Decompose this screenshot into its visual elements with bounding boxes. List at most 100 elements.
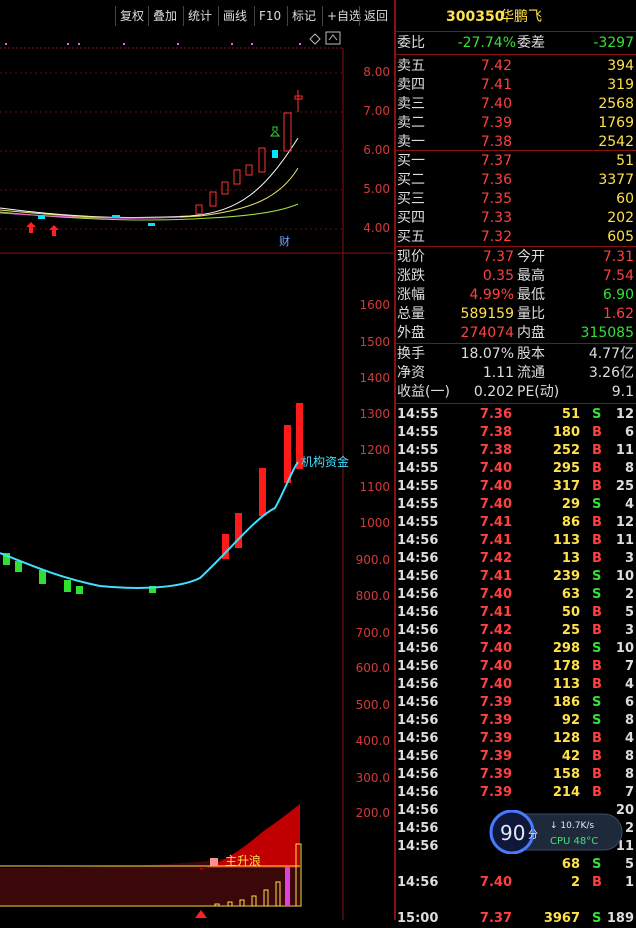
- fund-axis: 1600 1500 1400 1300 1200 1100 1000 900.0…: [330, 290, 390, 830]
- trade-side: B: [592, 677, 602, 692]
- ask-volume: 394: [607, 58, 634, 74]
- f10-button[interactable]: F10: [254, 6, 285, 26]
- trade-row: 14:55 7.38 252 B 11: [396, 442, 636, 460]
- bid-price: 7.36: [480, 172, 512, 188]
- price-gridlines: [0, 72, 343, 230]
- trade-volume: 113: [552, 533, 580, 548]
- sell-arrow-icon: [269, 126, 281, 137]
- fund-label: 股本: [517, 346, 545, 362]
- trade-row: 14:55 7.41 86 B 12: [396, 514, 636, 532]
- fund-tick: 1100: [359, 480, 390, 494]
- trade-row: 14:56 7.39 214 B 7: [396, 784, 636, 802]
- trade-side: S: [592, 407, 602, 422]
- trade-time: 14:56: [397, 623, 439, 638]
- ask-row[interactable]: 卖二 7.39 1769: [396, 114, 636, 133]
- trade-side: B: [592, 749, 602, 764]
- trade-volume: 317: [552, 479, 580, 494]
- fuquan-button[interactable]: 复权: [115, 6, 148, 26]
- trade-volume: 128: [552, 731, 580, 746]
- overlay-button[interactable]: 叠加: [148, 6, 181, 26]
- minimize-icon: [325, 31, 341, 45]
- trade-time: 14:56: [397, 839, 439, 854]
- trade-count: 8: [624, 767, 634, 782]
- bid-row[interactable]: 买二 7.36 3377: [396, 171, 636, 190]
- trade-side: B: [592, 515, 602, 530]
- fund-value: 9.1: [611, 384, 634, 400]
- fund-tick: 1400: [359, 371, 390, 385]
- bid-volume: 60: [616, 191, 634, 207]
- fund-tick: 800.0: [355, 589, 390, 603]
- trade-count: 1: [624, 875, 634, 890]
- fund-line-label: 机构资金: [301, 454, 349, 469]
- back-button[interactable]: 返回: [359, 6, 392, 26]
- trade-count: 5: [624, 857, 634, 872]
- cpu-widget[interactable]: 90 分 ↓ 10.7K/s CPU 48°C: [488, 810, 624, 854]
- trade-count: 11: [615, 443, 634, 458]
- trade-volume: 298: [552, 641, 580, 656]
- quote-label: 最高: [517, 268, 545, 284]
- ask-row[interactable]: 卖五 7.42 394: [396, 57, 636, 76]
- trade-price: 7.41: [479, 533, 512, 548]
- bid-volume: 605: [607, 229, 634, 245]
- trade-volume: 214: [552, 785, 580, 800]
- stock-header[interactable]: 300350 华鹏飞: [396, 8, 636, 28]
- trade-count: 3: [624, 623, 634, 638]
- quote-value: 6.90: [602, 287, 634, 303]
- trade-row: 14:56 20: [396, 802, 636, 820]
- ask-label: 卖五: [397, 58, 425, 74]
- fund-row: 净资 1.11 流通 3.26亿: [396, 364, 636, 383]
- ask-row[interactable]: 卖一 7.38 2542: [396, 133, 636, 152]
- fund-tick: 500.0: [355, 698, 390, 712]
- trade-row: 68 S 5: [396, 856, 636, 874]
- bid-row[interactable]: 买三 7.35 60: [396, 190, 636, 209]
- trade-time: 14:55: [397, 443, 439, 458]
- trade-side: S: [592, 695, 602, 710]
- trade-count: 7: [624, 785, 634, 800]
- ask-row[interactable]: 卖三 7.40 2568: [396, 95, 636, 114]
- trade-row: 14:56 7.39 186 S 6: [396, 694, 636, 712]
- fund-tick: 1300: [359, 407, 390, 421]
- trade-price: 7.41: [479, 515, 512, 530]
- bid-row[interactable]: 买四 7.33 202: [396, 209, 636, 228]
- trade-time: 14:56: [397, 659, 439, 674]
- trade-time: 14:55: [397, 425, 439, 440]
- trade-count: 4: [624, 731, 634, 746]
- trade-volume: 29: [561, 497, 580, 512]
- trade-row: 14:56 7.40 298 S 10: [396, 640, 636, 658]
- trade-row: 14:55 7.40 317 B 25: [396, 478, 636, 496]
- add-watchlist-button[interactable]: +自选: [322, 6, 365, 26]
- trade-time: 14:56: [397, 551, 439, 566]
- price-tick: 6.00: [363, 143, 390, 157]
- ma-magenta: [0, 212, 181, 219]
- fund-label: 净资: [397, 365, 425, 381]
- trade-time: 14:56: [397, 875, 439, 890]
- trade-time: 14:55: [397, 479, 439, 494]
- buy-arrow-icon: [49, 225, 59, 236]
- trade-side: B: [592, 623, 602, 638]
- trade-count: 7: [624, 659, 634, 674]
- bid-row[interactable]: 买五 7.32 605: [396, 228, 636, 247]
- trade-side: B: [592, 533, 602, 548]
- trade-price: 7.40: [479, 641, 512, 656]
- quote-value: 1.62: [602, 306, 634, 322]
- chart-canvas[interactable]: 财 机构资金 主升浪: [0, 30, 394, 920]
- fund-tick: 400.0: [355, 734, 390, 748]
- ask-price: 7.39: [480, 115, 512, 131]
- chart-toolbar: 复权 叠加 统计 画线 F10 标记 +自选 返回: [0, 0, 394, 30]
- trade-row: 14:56 7.39 128 B 4: [396, 730, 636, 748]
- ma-white: [0, 137, 299, 219]
- trade-price: 7.40: [479, 461, 512, 476]
- trade-count: 8: [624, 713, 634, 728]
- stats-button[interactable]: 统计: [183, 6, 216, 26]
- fund-tick: 200.0: [355, 806, 390, 820]
- bid-row[interactable]: 买一 7.37 51: [396, 152, 636, 171]
- quote-value: 4.99%: [469, 287, 514, 303]
- trade-count: 189: [606, 911, 634, 926]
- trade-time: 14:56: [397, 785, 439, 800]
- draw-line-button[interactable]: 画线: [218, 6, 251, 26]
- fund-label: 换手: [397, 346, 425, 362]
- price-tick: 7.00: [363, 104, 390, 118]
- mark-button[interactable]: 标记: [287, 6, 320, 26]
- trade-volume: 68: [561, 857, 580, 872]
- ask-row[interactable]: 卖四 7.41 319: [396, 76, 636, 95]
